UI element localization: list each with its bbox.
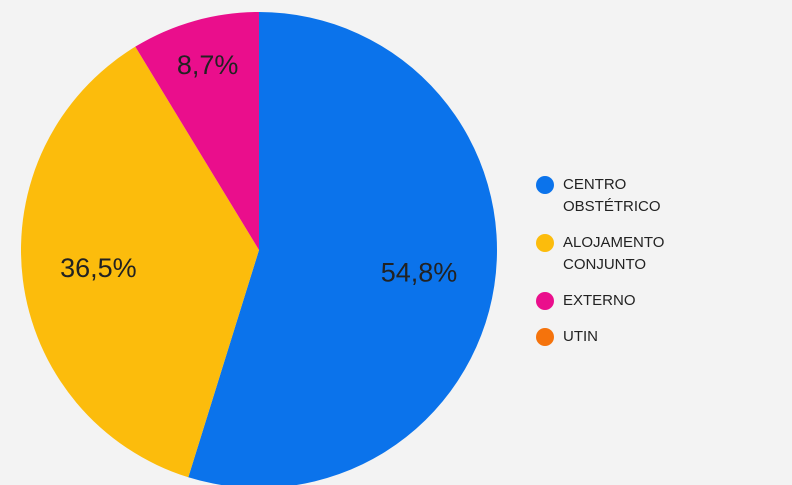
legend-swatch	[536, 292, 554, 310]
slice-label: 54,8%	[381, 257, 458, 287]
pie-slice	[135, 12, 259, 250]
legend-label: ALOJAMENTO CONJUNTO	[563, 234, 665, 273]
legend: CENTRO OBSTÉTRICO ALOJAMENTO CONJUNTO EXTE…	[536, 174, 714, 348]
legend-item: CENTRO OBSTÉTRICO	[536, 174, 714, 218]
legend-item: EXTERNO	[536, 290, 714, 312]
slice-label: 36,5%	[60, 253, 137, 283]
legend-label: UTIN	[563, 328, 598, 345]
legend-label: EXTERNO	[563, 292, 636, 309]
slice-label: 8,7%	[177, 50, 239, 80]
legend-swatch	[536, 176, 554, 194]
legend-swatch	[536, 328, 554, 346]
legend-label: CENTRO OBSTÉTRICO	[563, 176, 661, 215]
pie-slice	[188, 12, 497, 485]
legend-swatch	[536, 234, 554, 252]
legend-item: UTIN	[536, 326, 714, 348]
legend-item: ALOJAMENTO CONJUNTO	[536, 232, 714, 276]
pie-slice	[21, 46, 259, 478]
